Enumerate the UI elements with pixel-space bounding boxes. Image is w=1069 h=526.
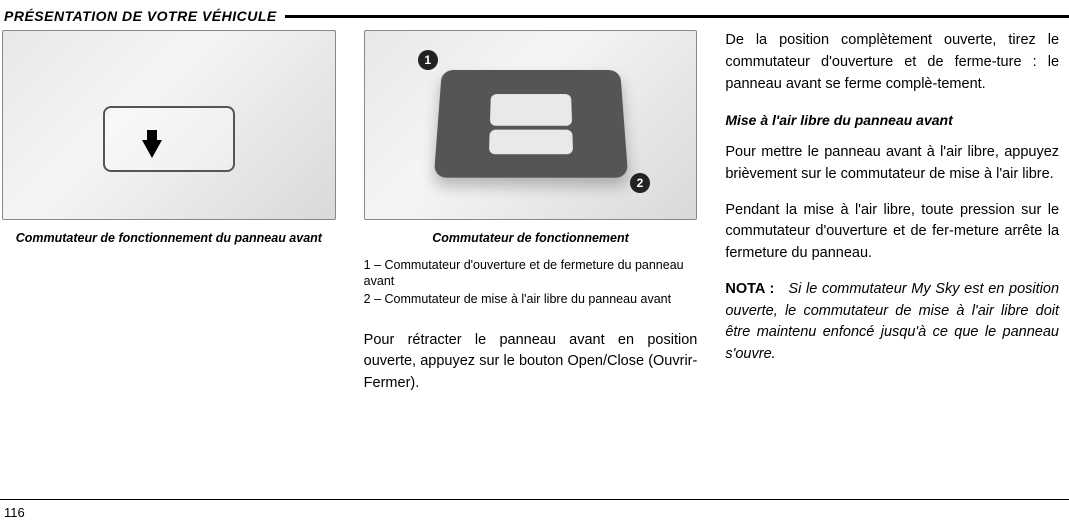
- section-title: PRÉSENTATION DE VOTRE VÉHICULE: [0, 8, 285, 24]
- page-number: 116: [4, 505, 25, 520]
- nota-label: NOTA :: [725, 281, 774, 297]
- figure2-legend-1: 1 – Commutateur d'ouverture et de fermet…: [364, 257, 698, 290]
- nota-body: Si le commutateur My Sky est en position…: [725, 281, 1059, 362]
- col3-paragraph-3: Pendant la mise à l'air libre, toute pre…: [725, 200, 1059, 265]
- header-rule: [285, 15, 1069, 18]
- column-1: Commutateur de fonctionnement du panneau…: [2, 30, 336, 395]
- figure1-caption: Commutateur de fonctionnement du panneau…: [2, 230, 336, 247]
- column-3: De la position complètement ouverte, tir…: [725, 30, 1059, 395]
- figure-panel-switch-location: [2, 30, 336, 220]
- footer-rule: [0, 499, 1069, 500]
- figure2-caption: Commutateur de fonctionnement: [364, 230, 698, 247]
- figure2-legend-2: 2 – Commutateur de mise à l'air libre du…: [364, 291, 698, 307]
- figure2-switch-body: [433, 70, 627, 177]
- callout-2: 2: [630, 173, 650, 193]
- col3-paragraph-2: Pour mettre le panneau avant à l'air lib…: [725, 142, 1059, 186]
- figure1-console-shape: [103, 106, 236, 172]
- figure-switch-closeup: 1 2: [364, 30, 698, 220]
- col3-subhead-1: Mise à l'air libre du panneau avant: [725, 111, 1059, 130]
- figure2-button-vent: [489, 130, 573, 154]
- col3-paragraph-1: De la position complètement ouverte, tir…: [725, 30, 1059, 95]
- callout-1: 1: [418, 50, 438, 70]
- figure1-arrow-icon: [142, 140, 162, 158]
- figure2-button-open-close: [489, 94, 571, 126]
- column-2: 1 2 Commutateur de fonctionnement 1 – Co…: [364, 30, 698, 395]
- header-bar: PRÉSENTATION DE VOTRE VÉHICULE: [0, 0, 1069, 24]
- col2-paragraph-1: Pour rétracter le panneau avant en posit…: [364, 330, 698, 395]
- col3-nota: NOTA : Si le commutateur My Sky est en p…: [725, 279, 1059, 366]
- content-columns: Commutateur de fonctionnement du panneau…: [0, 24, 1069, 395]
